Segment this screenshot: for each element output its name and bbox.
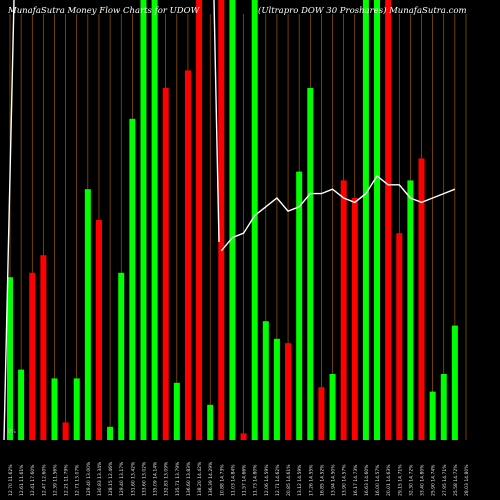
x-tick-label: 16.00 14.57% — [375, 464, 381, 496]
bar — [262, 321, 269, 440]
bar — [40, 255, 47, 440]
line-spike-left — [3, 0, 15, 441]
bar — [140, 0, 147, 440]
bar — [407, 180, 414, 440]
bar — [29, 272, 36, 440]
x-tick-labels: 12.70 11.62% 12.61 11.61% 12.41 17.60% 12.4… — [8, 461, 470, 496]
x-tick-label: 16.63 14.60% — [364, 464, 370, 496]
x-tick-label: 135.09 14.14% — [153, 461, 159, 496]
x-tick-label: 12.21 11.79% — [64, 464, 70, 496]
bar — [385, 0, 392, 440]
x-tick-label: 136.60 13.83% — [186, 461, 192, 496]
x-tick-label: 10.88 14.73% — [219, 464, 225, 496]
chart-title-left: MunafaSutra Money Flow Charts for UDOW — [8, 6, 200, 16]
x-tick-label: 11.03 14.84% — [230, 464, 236, 496]
bar — [184, 70, 191, 441]
bar — [285, 343, 292, 440]
line-spike-mid — [213, 0, 220, 243]
bar — [95, 220, 102, 440]
bar — [418, 158, 425, 440]
bar — [73, 378, 80, 440]
money-flow-line-path — [220, 174, 456, 252]
x-tick-label: 11.73 14.80% — [253, 464, 259, 496]
bar — [451, 325, 458, 440]
x-tick-label: 25.90 14.74% — [431, 464, 437, 496]
x-tick-label: 12.06 14.59% — [264, 464, 270, 496]
bar — [240, 433, 247, 440]
x-tick-label: 136.39 14.29% — [208, 461, 214, 496]
bar — [229, 0, 236, 440]
x-tick-label: 12.71 14.62% — [275, 464, 281, 496]
x-tick-label: 133.60 13.02% — [141, 461, 147, 496]
bar — [173, 382, 180, 440]
bar — [440, 374, 447, 440]
x-tick-label: 33.40 14.80% — [420, 464, 426, 496]
bar — [340, 180, 347, 440]
y-zero-marker: 0% — [8, 429, 16, 435]
x-tick-label: 13.94 14.50% — [331, 464, 337, 496]
x-tick-label: 16.17 14.73% — [353, 464, 359, 496]
bar — [329, 374, 336, 440]
x-tick-label: 28.03 14.80% — [464, 464, 470, 496]
bar — [251, 0, 258, 440]
bar — [296, 171, 303, 440]
bar — [362, 0, 369, 440]
bar — [374, 0, 381, 440]
x-tick-label: 12.47 12.60% — [41, 464, 47, 496]
x-tick-label: 135.71 13.79% — [175, 461, 181, 496]
bar — [51, 378, 58, 440]
bar — [196, 0, 203, 440]
x-tick-label: 129.40 13.00% — [86, 461, 92, 496]
bar — [207, 404, 214, 440]
bar — [307, 88, 314, 440]
bar — [273, 338, 280, 440]
bar — [18, 369, 25, 440]
bar — [318, 387, 325, 440]
x-tick-label: 29.15 14.71% — [397, 464, 403, 496]
bar — [429, 391, 436, 440]
bar — [62, 422, 69, 440]
bar — [107, 426, 114, 440]
x-tick-label: 12.71 13.07% — [75, 464, 81, 496]
bar — [151, 0, 158, 440]
bar — [351, 198, 358, 440]
bar — [129, 118, 136, 441]
bar — [218, 0, 225, 440]
x-tick-label: 20.85 14.61% — [286, 464, 292, 496]
money-flow-line — [3, 0, 456, 441]
bar — [118, 272, 125, 440]
x-tick-label: 13.12 14.59% — [297, 464, 303, 496]
x-tick-label: 17.26 14.55% — [308, 464, 314, 496]
x-tick-label: 12.70 11.62% — [8, 464, 14, 496]
x-tick-label: 12.61 11.61% — [19, 464, 25, 496]
x-tick-label: 131.60 13.42% — [130, 461, 136, 496]
chart-title-right: (Ultrapro DOW 30 Proshares) MunafaSutra.… — [258, 6, 467, 16]
x-tick-label: 130.83 13.34% — [97, 461, 103, 496]
x-tick-label: 32.30 14.72% — [408, 464, 414, 496]
bar — [396, 233, 403, 440]
x-tick-label: 138.20 14.42% — [197, 461, 203, 496]
bar — [84, 189, 91, 440]
x-tick-label: 12.39 11.56% — [52, 464, 58, 496]
bar — [162, 88, 169, 440]
x-tick-label: 13.90 14.57% — [342, 464, 348, 496]
bar-series — [7, 0, 458, 441]
x-tick-label: 25.58 14.72% — [453, 464, 459, 496]
x-tick-label: 11.57 14.66% — [242, 464, 248, 496]
x-tick-label: 20.01 14.63% — [386, 464, 392, 496]
x-tick-label: 128.15 12.46% — [108, 461, 114, 496]
bar — [7, 277, 13, 440]
x-tick-label: 12.41 17.60% — [30, 464, 36, 496]
x-tick-label: 27.95 14.71% — [442, 464, 448, 496]
x-tick-label: 16.85 14.52% — [319, 464, 325, 496]
x-tick-label: 132.83 13.09% — [164, 461, 170, 496]
x-tick-label: 129.40 13.17% — [119, 461, 125, 496]
